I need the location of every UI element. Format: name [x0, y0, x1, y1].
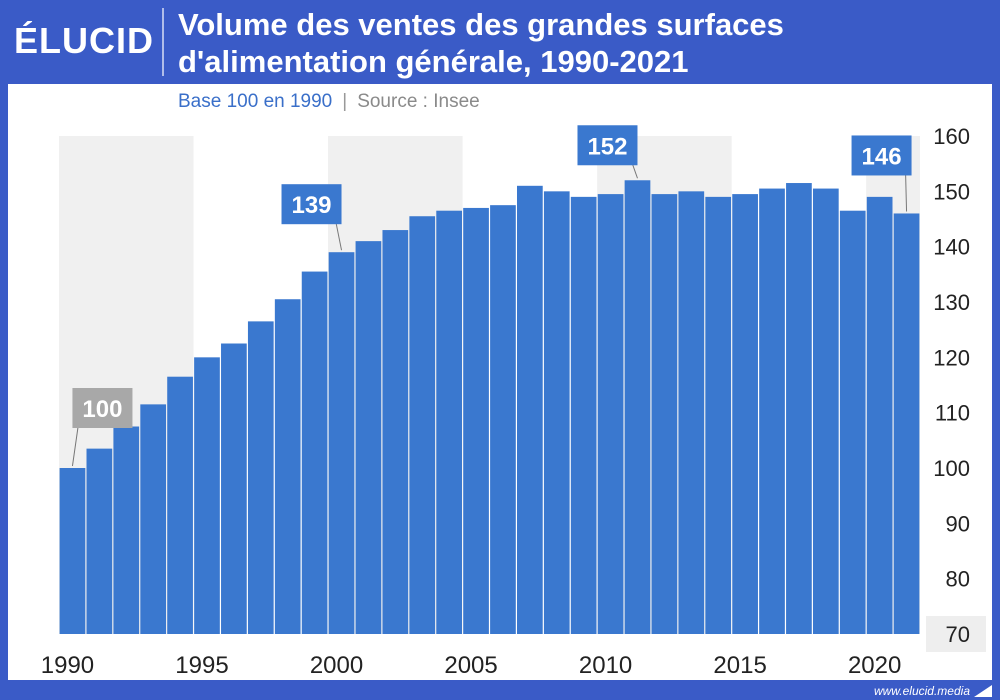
x-tick-label-2005: 2005	[444, 652, 497, 679]
x-tick-label-1990: 1990	[41, 652, 94, 679]
callout-line-2021	[905, 171, 908, 212]
elucid-logo: ÉLUCID	[14, 20, 154, 61]
y-tick-label-150: 150	[933, 179, 970, 204]
bar-2012	[651, 194, 678, 634]
callout-line-1990	[71, 423, 79, 467]
elucid-mark-icon	[974, 685, 992, 697]
y-tick-label-110: 110	[935, 401, 970, 426]
chart-title-line-1: Volume des ventes des grandes surfaces	[178, 7, 784, 42]
bar-2006	[490, 205, 516, 634]
bar-2009	[570, 196, 597, 634]
bar-2014	[705, 196, 732, 634]
chart-title-line-2: d'alimentation générale, 1990-2021	[178, 44, 689, 79]
bar-2010	[597, 194, 624, 634]
bar-2003	[409, 216, 436, 634]
base-note: Base 100 en 1990	[178, 91, 333, 112]
callout-label-2011: 152	[587, 133, 627, 160]
footer-url[interactable]: www.elucid.media	[873, 684, 970, 698]
bar-2007	[517, 185, 543, 635]
bar-1992	[113, 426, 140, 634]
bar-1999	[301, 271, 328, 634]
callout-box-1990	[72, 388, 133, 428]
bar-2002	[382, 230, 409, 635]
y-tick-label-120: 120	[933, 345, 970, 370]
callout-box-2011	[577, 125, 638, 166]
y-tick-label-130: 130	[933, 290, 970, 315]
header-divider	[162, 8, 164, 76]
bar-2000	[328, 252, 355, 634]
source-note: Source : Insee	[357, 91, 480, 112]
callout-box-2000	[281, 184, 342, 225]
callout-label-2021: 146	[862, 143, 902, 170]
y-tick-label-80: 80	[946, 567, 970, 592]
x-tick-label-2000: 2000	[310, 652, 363, 679]
y-axis-area	[926, 136, 986, 634]
chart-title: Volume des ventes des grandes surfaces d…	[178, 6, 978, 80]
bar-1996	[221, 343, 247, 634]
bar-2013	[678, 191, 705, 634]
bar-2001	[355, 241, 382, 634]
bar-1993	[140, 404, 167, 634]
subtitle-separator: |	[342, 91, 348, 112]
x-tick-label-2020: 2020	[848, 652, 901, 679]
bar-2021	[893, 213, 920, 634]
bar-2016	[759, 188, 785, 635]
callout-label-2000: 139	[291, 192, 331, 219]
header: ÉLUCID Volume des ventes des grandes sur…	[0, 0, 1000, 84]
chart-panel: 70 80 90 100 110 120 130 140 150 160 1990 1995 2000 2…	[8, 84, 992, 680]
bar-1994	[167, 376, 193, 634]
callout-box-2021	[851, 135, 912, 176]
bar-2017	[786, 183, 812, 634]
bar-chart: 70 80 90 100 110 120 130 140 150 160 1990 1995 2000 2…	[41, 124, 986, 679]
bar-1998	[274, 299, 301, 634]
bar-1991	[86, 448, 113, 634]
x-tick-label-1995: 1995	[175, 652, 228, 679]
callout-label-1990: 100	[82, 396, 122, 423]
bar-2008	[543, 191, 570, 634]
bar-2011	[624, 180, 651, 634]
y-tick-label-140: 140	[933, 235, 970, 260]
callout-line-2000	[335, 220, 343, 251]
bar-2005	[463, 207, 489, 634]
y-tick-label-70: 70	[946, 622, 970, 647]
chart-subtitle: Base 100 en 1990 | Source : Insee	[178, 91, 480, 113]
bar-1990	[59, 468, 86, 634]
bar-2004	[436, 210, 462, 634]
x-tick-label-2010: 2010	[579, 652, 632, 679]
y-axis-min-band	[926, 616, 986, 652]
y-tick-label-90: 90	[946, 511, 970, 536]
bar-1997	[247, 321, 274, 634]
y-tick-label-100: 100	[933, 456, 970, 481]
bar-2019	[839, 210, 866, 634]
y-tick-label-160: 160	[933, 124, 970, 149]
bar-2018	[812, 188, 839, 635]
bar-2020	[866, 196, 893, 634]
bar-2015	[732, 194, 758, 634]
bar-1995	[194, 357, 220, 634]
x-tick-label-2015: 2015	[713, 652, 766, 679]
